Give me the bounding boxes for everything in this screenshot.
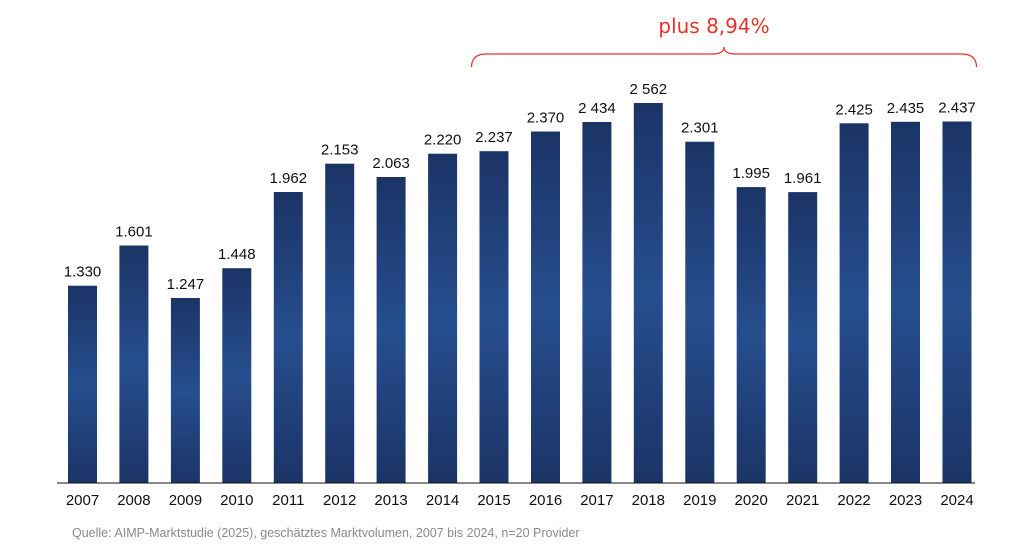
bar-2013 [376, 177, 406, 483]
value-label-2007: 1.330 [64, 264, 102, 281]
tick-label-2007: 2007 [66, 492, 99, 509]
bar-2024 [942, 121, 972, 483]
annotation-brace [470, 46, 978, 68]
tick-label-2012: 2012 [323, 492, 356, 509]
annotation-text: plus 8,94% [658, 14, 769, 38]
tick-label-2021: 2021 [786, 492, 819, 509]
bar-2021 [788, 192, 818, 483]
value-label-2008: 1.601 [115, 224, 153, 241]
value-label-2015: 2.237 [475, 129, 513, 146]
value-label-2022: 2.425 [835, 101, 873, 118]
value-label-2013: 2.063 [372, 155, 410, 172]
source-note: Quelle: AIMP-Marktstudie (2025), geschät… [72, 526, 580, 540]
bars-group [68, 103, 972, 484]
value-label-2019: 2.301 [681, 120, 719, 137]
value-label-2012: 2.153 [321, 142, 359, 159]
value-label-2024: 2.437 [938, 100, 976, 117]
value-label-2011: 1.962 [270, 170, 308, 187]
bar-2007 [68, 285, 97, 483]
bar-2014 [428, 153, 458, 483]
bar-2022 [839, 123, 869, 484]
tick-label-2023: 2023 [889, 492, 922, 509]
value-label-2016: 2.370 [527, 110, 565, 127]
tick-label-2017: 2017 [580, 492, 613, 509]
tick-label-2015: 2015 [477, 492, 510, 509]
tick-labels-group: 2007 2008 2009 2010 2011 2012 2013 2014 2015 2016… [66, 492, 974, 509]
bar-2010 [222, 268, 252, 483]
tick-label-2009: 2009 [169, 492, 202, 509]
value-label-2009: 1.247 [167, 276, 205, 293]
bar-2023 [891, 121, 920, 484]
tick-label-2019: 2019 [683, 492, 716, 509]
bar-2011 [273, 192, 303, 483]
value-label-2014: 2.220 [424, 132, 462, 149]
bar-2008 [119, 245, 149, 483]
bar-2016 [531, 131, 560, 483]
tick-label-2010: 2010 [220, 492, 253, 509]
tick-label-2011: 2011 [272, 492, 304, 509]
tick-label-2024: 2024 [940, 492, 973, 509]
tick-label-2014: 2014 [426, 492, 459, 509]
value-label-2010: 1.448 [218, 246, 256, 263]
value-label-2018: 2 562 [630, 81, 668, 98]
bar-2019 [685, 141, 715, 483]
tick-label-2008: 2008 [117, 492, 150, 509]
tick-label-2016: 2016 [529, 492, 562, 509]
value-label-2020: 1.995 [732, 165, 770, 182]
bar-2017 [582, 122, 612, 483]
bar-2018 [633, 103, 663, 483]
tick-label-2018: 2018 [632, 492, 665, 509]
bar-2009 [170, 298, 200, 483]
tick-label-2022: 2022 [837, 492, 870, 509]
bar-2012 [325, 163, 355, 483]
value-label-2017: 2 434 [578, 100, 616, 117]
value-labels-group: 1.330 1.601 1.247 1.448 1.962 2.153 2.063 2.220… [64, 81, 976, 293]
bar-2020 [736, 187, 766, 483]
value-label-2021: 1.961 [784, 170, 822, 187]
annotation-group: plus 8,94% [470, 14, 978, 68]
bar-2015 [479, 151, 509, 483]
value-label-2023: 2.435 [887, 100, 925, 117]
tick-label-2013: 2013 [374, 492, 407, 509]
tick-label-2020: 2020 [735, 492, 768, 509]
